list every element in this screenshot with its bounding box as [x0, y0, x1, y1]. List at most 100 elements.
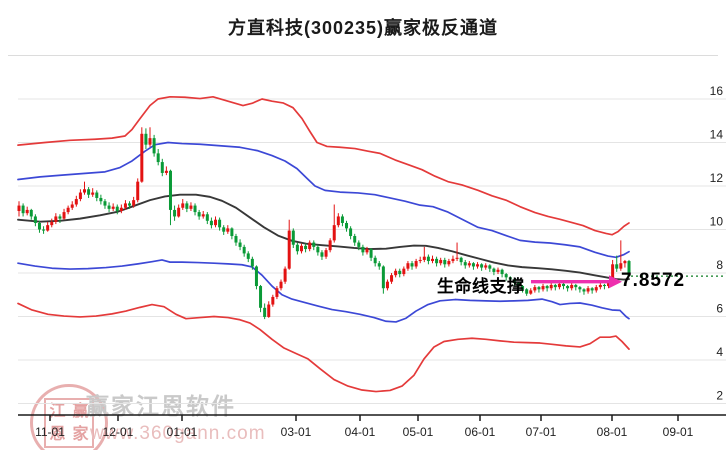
candle-body: [594, 287, 598, 291]
candle-body: [283, 268, 287, 282]
candle-body: [381, 266, 385, 289]
title-divider: [8, 55, 718, 56]
candle-body: [263, 307, 267, 317]
candle-body: [402, 268, 406, 275]
candle-body: [58, 216, 62, 219]
candle-body: [128, 203, 132, 206]
candle-body: [398, 270, 402, 275]
candle-body: [50, 221, 54, 226]
candle-body: [83, 189, 87, 193]
candle-body: [299, 245, 303, 252]
candle-body: [271, 296, 275, 305]
candle-body: [177, 207, 181, 217]
candle-body: [414, 261, 418, 267]
watermark-url-text: www.360gann.com: [90, 423, 266, 444]
candle-body: [623, 261, 627, 264]
candle-body: [226, 228, 230, 232]
y-axis-label: 14: [710, 128, 724, 142]
candle-body: [365, 249, 369, 253]
y-axis-label: 16: [710, 84, 724, 98]
candle-body: [168, 170, 172, 210]
y-axis-label: 10: [710, 215, 724, 229]
candle-body: [357, 242, 361, 247]
candle-body: [46, 225, 50, 231]
candle-body: [394, 270, 398, 276]
chart-title: 方直科技(300235)赢家极反通道: [227, 18, 499, 38]
candle-body: [516, 282, 520, 287]
candle-body: [254, 266, 258, 287]
candle-body: [91, 192, 95, 195]
candle-body: [295, 244, 299, 252]
candle-body: [529, 290, 533, 294]
support-arrow-head: [609, 275, 622, 289]
candle-body: [349, 228, 353, 237]
candle-body: [463, 262, 467, 266]
candle-body: [164, 170, 168, 173]
candle-body: [218, 219, 222, 228]
candle-body: [406, 263, 410, 269]
candle-body: [136, 181, 140, 201]
candle-body: [443, 259, 447, 265]
candle-body: [525, 289, 529, 294]
candle-body: [512, 279, 516, 283]
candle-body: [521, 286, 525, 290]
candle-body: [320, 252, 324, 257]
candle-body: [25, 209, 29, 214]
candle-body: [570, 284, 574, 289]
x-axis-label: 06-01: [465, 425, 496, 439]
candle-body: [615, 264, 619, 269]
candle-body: [17, 205, 21, 212]
candle-body: [422, 256, 426, 260]
candle-body: [201, 214, 205, 217]
candle-body: [214, 219, 218, 226]
candle-body: [230, 228, 234, 237]
candle-body: [37, 222, 41, 230]
candle-body: [537, 287, 541, 290]
candle-body: [173, 209, 177, 217]
x-axis-label: 12-01: [103, 425, 134, 439]
candle-body: [602, 284, 606, 287]
y-axis-label: 8: [716, 258, 723, 272]
candle-body: [308, 242, 312, 250]
candle-body: [234, 236, 238, 243]
candle-body: [62, 212, 66, 219]
candle-body: [181, 203, 185, 208]
candle-body: [533, 287, 537, 291]
candle-body: [590, 288, 594, 291]
candle-body: [451, 258, 455, 262]
candle-body: [291, 230, 295, 245]
x-axis-label: 01-01: [167, 425, 198, 439]
y-axis-label: 6: [716, 302, 723, 316]
candle-body: [435, 258, 439, 264]
candle-body: [541, 286, 545, 290]
candle-body: [377, 263, 381, 267]
candle-body: [103, 201, 107, 206]
candle-body: [54, 216, 58, 222]
candle-body: [99, 197, 103, 202]
candle-body: [119, 207, 123, 212]
candle-body: [385, 281, 389, 289]
candle-body: [426, 256, 430, 262]
candle-body: [328, 240, 332, 251]
candle-body: [607, 282, 611, 287]
channel-line-upper-red: [17, 95, 630, 236]
candle-body: [619, 263, 623, 269]
candle-body: [78, 192, 82, 200]
candle-body: [316, 246, 320, 253]
candle-body: [132, 200, 136, 206]
channel-line-lower-blue: [17, 259, 630, 323]
candle-body: [410, 263, 414, 267]
candle-body: [578, 287, 582, 290]
candle-body: [111, 206, 115, 209]
candle-body: [246, 253, 250, 259]
candle-body: [115, 206, 119, 212]
candle-body: [369, 249, 373, 258]
candle-body: [107, 205, 111, 209]
candle-body: [566, 286, 570, 289]
candle-body: [336, 216, 340, 226]
candle-body: [304, 245, 308, 250]
candle-body: [545, 286, 549, 289]
candle-body: [373, 257, 377, 264]
candle-body: [42, 229, 46, 231]
